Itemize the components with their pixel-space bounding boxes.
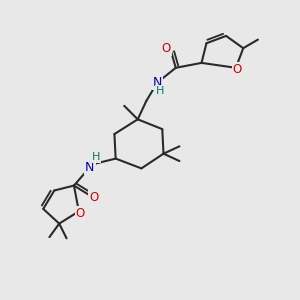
Text: N: N bbox=[153, 76, 162, 89]
Text: O: O bbox=[232, 63, 242, 76]
Text: H: H bbox=[92, 152, 100, 162]
Text: N: N bbox=[85, 161, 94, 174]
Text: H: H bbox=[156, 86, 164, 96]
Text: O: O bbox=[162, 42, 171, 55]
Text: O: O bbox=[89, 191, 98, 204]
Text: O: O bbox=[75, 207, 85, 220]
